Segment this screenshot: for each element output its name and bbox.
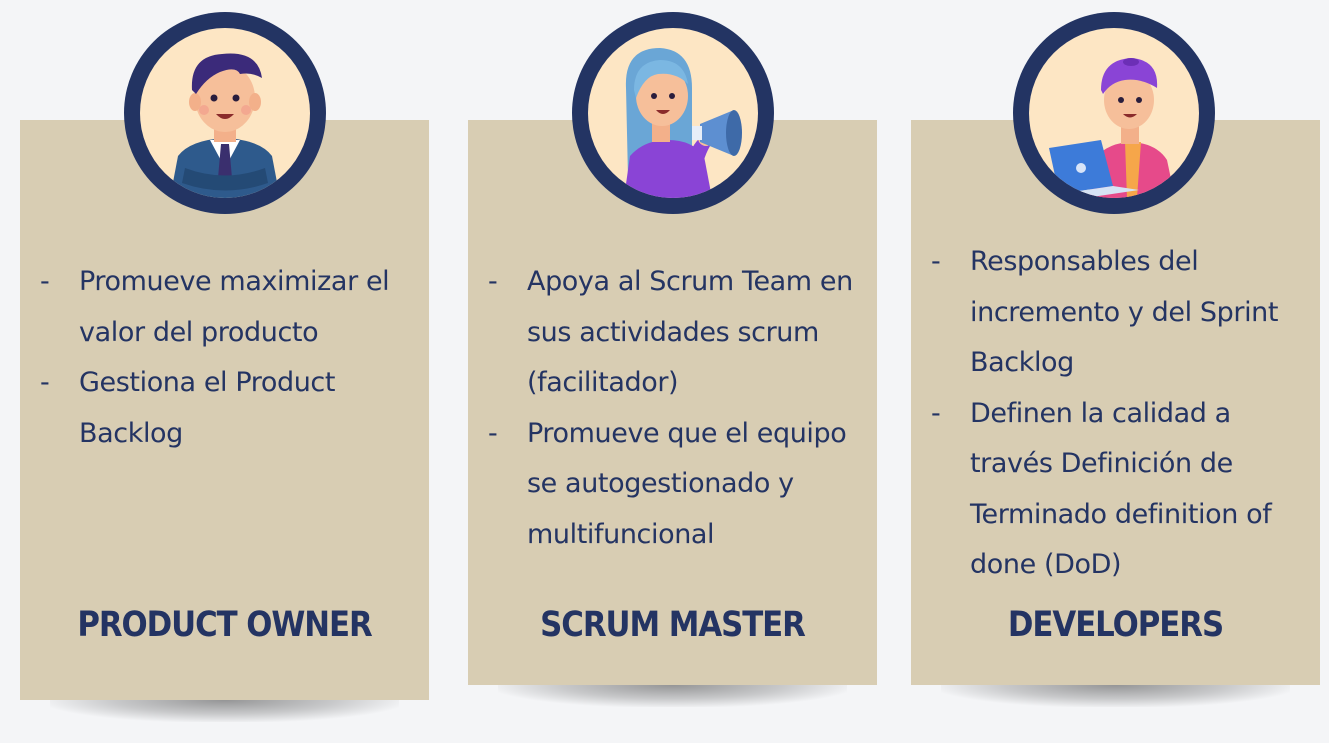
- bullet-item: - Gestiona el Product Backlog: [40, 358, 411, 459]
- role-bullets: - Promueve maximizar el valor del produc…: [40, 257, 411, 459]
- megaphone-woman-icon: [624, 48, 742, 198]
- bullet-text: Responsables del incremento y del Sprint…: [970, 246, 1279, 378]
- card-shadow: [50, 700, 399, 722]
- role-title: PRODUCT OWNER: [77, 605, 372, 645]
- bullet-text: Definen la calidad a través Definición d…: [970, 397, 1272, 581]
- role-card-product-owner: - Promueve maximizar el valor del produc…: [20, 120, 429, 722]
- bullet-text: Promueve maximizar el valor del producto: [79, 266, 390, 348]
- bullet-text: Gestiona el Product Backlog: [79, 367, 336, 449]
- role-title: DEVELOPERS: [1007, 605, 1224, 645]
- avatar-developers: [1013, 12, 1215, 214]
- bullet-marker: -: [488, 417, 498, 449]
- bullet-item: - Definen la calidad a través Definición…: [931, 389, 1304, 591]
- bullet-item: - Apoya al Scrum Team en sus actividades…: [488, 257, 859, 409]
- role-title: SCRUM MASTER: [540, 605, 806, 645]
- bullet-marker: -: [40, 367, 50, 398]
- bullet-item: - Responsables del incremento y del Spri…: [931, 237, 1304, 389]
- card-shadow: [941, 685, 1290, 707]
- avatar-product-owner: [124, 12, 326, 214]
- role-bullets: - Responsables del incremento y del Spri…: [931, 237, 1304, 591]
- role-card-scrum-master: - Apoya al Scrum Team en sus actividades…: [468, 120, 877, 707]
- businessman-icon: [170, 53, 280, 198]
- role-card-developers: - Responsables del incremento y del Spri…: [911, 120, 1320, 707]
- bullet-text: Promueve que el equipo se autogestionado…: [527, 417, 847, 550]
- bullet-marker: -: [931, 397, 941, 429]
- bullet-item: - Promueve maximizar el valor del produc…: [40, 257, 411, 358]
- card-shadow: [498, 685, 847, 707]
- bullet-marker: -: [931, 246, 941, 277]
- bullet-marker: -: [488, 266, 498, 297]
- bullet-marker: -: [40, 266, 50, 297]
- avatar-scrum-master: [572, 12, 774, 214]
- bullet-text: Apoya al Scrum Team en sus actividades s…: [527, 266, 853, 398]
- role-bullets: - Apoya al Scrum Team en sus actividades…: [488, 257, 859, 560]
- laptop-developer-icon: [1049, 58, 1175, 198]
- bullet-item: - Promueve que el equipo se autogestiona…: [488, 409, 859, 561]
